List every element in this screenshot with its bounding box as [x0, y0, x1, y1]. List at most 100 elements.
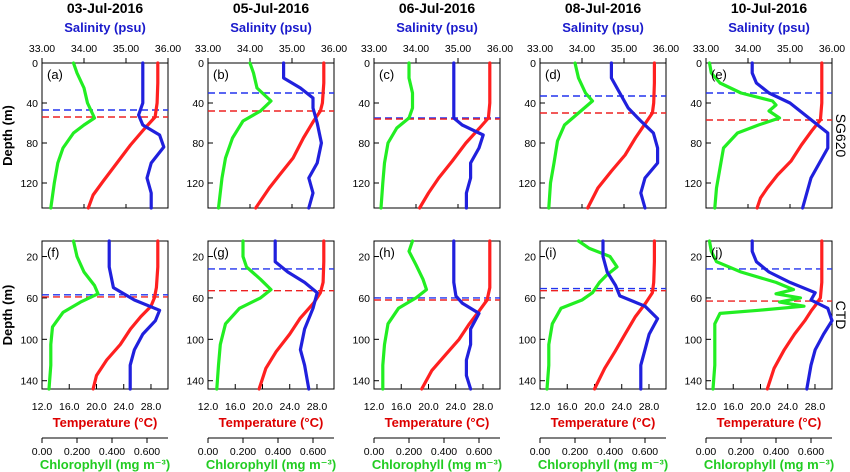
chlorophyll-tick-label: 0.00 [198, 446, 219, 458]
panel-letter: (c) [379, 67, 394, 82]
depth-tick-label: 0 [530, 58, 536, 70]
depth-tick-label: 100 [20, 334, 38, 346]
depth-tick-label: 20 [690, 252, 702, 264]
salinity-tick-label: 33.00 [693, 43, 719, 55]
depth-tick-label: 20 [358, 252, 370, 264]
panel-letter: (b) [213, 67, 229, 82]
salinity-profile [107, 239, 162, 391]
chlorophyll-tick-label: 0.600 [798, 446, 824, 458]
temperature-tick-label: 24.0 [446, 401, 467, 413]
chlorophyll-profile [47, 239, 100, 391]
temperature-profile [586, 61, 657, 210]
salinity-tick-label: 33.00 [527, 43, 553, 55]
chlorophyll-profile [379, 61, 415, 210]
chlorophyll-profile [707, 239, 806, 391]
salinity-tick-label: 34.00 [735, 43, 761, 55]
depth-tick-label: 60 [524, 293, 536, 305]
date-label: 10-Jul-2016 [731, 0, 807, 16]
temperature-profile [257, 239, 326, 391]
salinity-tick-label: 33.00 [195, 43, 221, 55]
depth-tick-label: 60 [358, 293, 370, 305]
salinity-tick-label: 35.00 [445, 43, 471, 55]
chlorophyll-tick-label: 0.200 [230, 446, 256, 458]
salinity-axis-title: Salinity (psu) [396, 20, 478, 35]
panel-letter: (f) [47, 245, 59, 260]
chlorophyll-tick-label: 0.400 [431, 446, 457, 458]
depth-axis-title-row-2: Depth (m) [0, 285, 15, 346]
panel-letter: (h) [379, 245, 395, 260]
panel-letter: (j) [711, 245, 723, 260]
salinity-profile [452, 61, 485, 210]
date-label: 08-Jul-2016 [565, 0, 641, 16]
salinity-axis-title: Salinity (psu) [230, 20, 312, 35]
temperature-profile [592, 239, 657, 391]
depth-tick-label: 80 [192, 138, 204, 150]
temperature-profile [765, 239, 824, 391]
depth-tick-label: 20 [524, 252, 536, 264]
chlorophyll-tick-label: 0.400 [597, 446, 623, 458]
chlorophyll-tick-label: 0.00 [32, 446, 53, 458]
depth-tick-label: 40 [358, 98, 370, 110]
temperature-profile [91, 239, 160, 391]
chlorophyll-axis-title: Chlorophyll (mg m⁻³) [538, 457, 668, 472]
depth-tick-label: 20 [192, 252, 204, 264]
salinity-tick-label: 36.00 [487, 43, 513, 55]
salinity-tick-label: 36.00 [653, 43, 679, 55]
salinity-tick-label: 35.00 [279, 43, 305, 55]
temperature-tick-label: 12.0 [32, 401, 53, 413]
chlorophyll-tick-label: 0.00 [696, 446, 717, 458]
chlorophyll-axis-title: Chlorophyll (mg m⁻³) [704, 457, 834, 472]
temperature-tick-label: 20.0 [86, 401, 107, 413]
temperature-tick-label: 24.0 [612, 401, 633, 413]
temperature-profile [254, 61, 326, 210]
panel-letter: (i) [545, 245, 557, 260]
depth-tick-label: 100 [684, 334, 702, 346]
temperature-tick-label: 28.0 [639, 401, 660, 413]
chlorophyll-tick-label: 0.200 [728, 446, 754, 458]
temperature-tick-label: 16.0 [723, 401, 744, 413]
salinity-profile [750, 61, 830, 210]
temperature-axis-title: Temperature (°C) [219, 415, 324, 430]
depth-tick-label: 140 [352, 376, 370, 388]
temperature-tick-label: 20.0 [584, 401, 605, 413]
depth-tick-label: 140 [186, 376, 204, 388]
chlorophyll-axis-title: Chlorophyll (mg m⁻³) [40, 457, 170, 472]
temperature-profile [420, 239, 492, 391]
temperature-tick-label: 12.0 [364, 401, 385, 413]
depth-tick-label: 60 [690, 293, 702, 305]
chlorophyll-profile [707, 61, 782, 210]
temperature-tick-label: 24.0 [280, 401, 301, 413]
depth-tick-label: 140 [684, 376, 702, 388]
temperature-tick-label: 16.0 [391, 401, 412, 413]
depth-tick-label: 80 [690, 138, 702, 150]
salinity-tick-label: 35.00 [611, 43, 637, 55]
depth-axis-title-row-1: Depth (m) [0, 105, 15, 166]
depth-tick-label: 40 [690, 98, 702, 110]
salinity-tick-label: 34.00 [71, 43, 97, 55]
chlorophyll-tick-label: 0.400 [99, 446, 125, 458]
temperature-profile [86, 61, 160, 210]
chlorophyll-profile [215, 239, 273, 391]
salinity-axis-title: Salinity (psu) [562, 20, 644, 35]
chlorophyll-profile [381, 239, 429, 391]
chlorophyll-tick-label: 0.600 [134, 446, 160, 458]
chlorophyll-profile [216, 61, 273, 210]
panel-letter: (a) [47, 67, 63, 82]
panel-frame [373, 240, 501, 390]
salinity-profile [452, 239, 481, 391]
chlorophyll-tick-label: 0.400 [763, 446, 789, 458]
panel-frame [41, 62, 169, 209]
salinity-tick-label: 36.00 [321, 43, 347, 55]
depth-tick-label: 100 [186, 334, 204, 346]
date-label: 03-Jul-2016 [67, 0, 143, 16]
panel-frame [539, 62, 667, 209]
salinity-profile [137, 61, 166, 210]
temperature-axis-title: Temperature (°C) [53, 415, 158, 430]
salinity-profile [750, 239, 834, 391]
depth-tick-label: 0 [198, 58, 204, 70]
salinity-profile [609, 61, 660, 210]
depth-tick-label: 140 [518, 376, 536, 388]
salinity-tick-label: 35.00 [777, 43, 803, 55]
depth-tick-label: 80 [26, 138, 38, 150]
